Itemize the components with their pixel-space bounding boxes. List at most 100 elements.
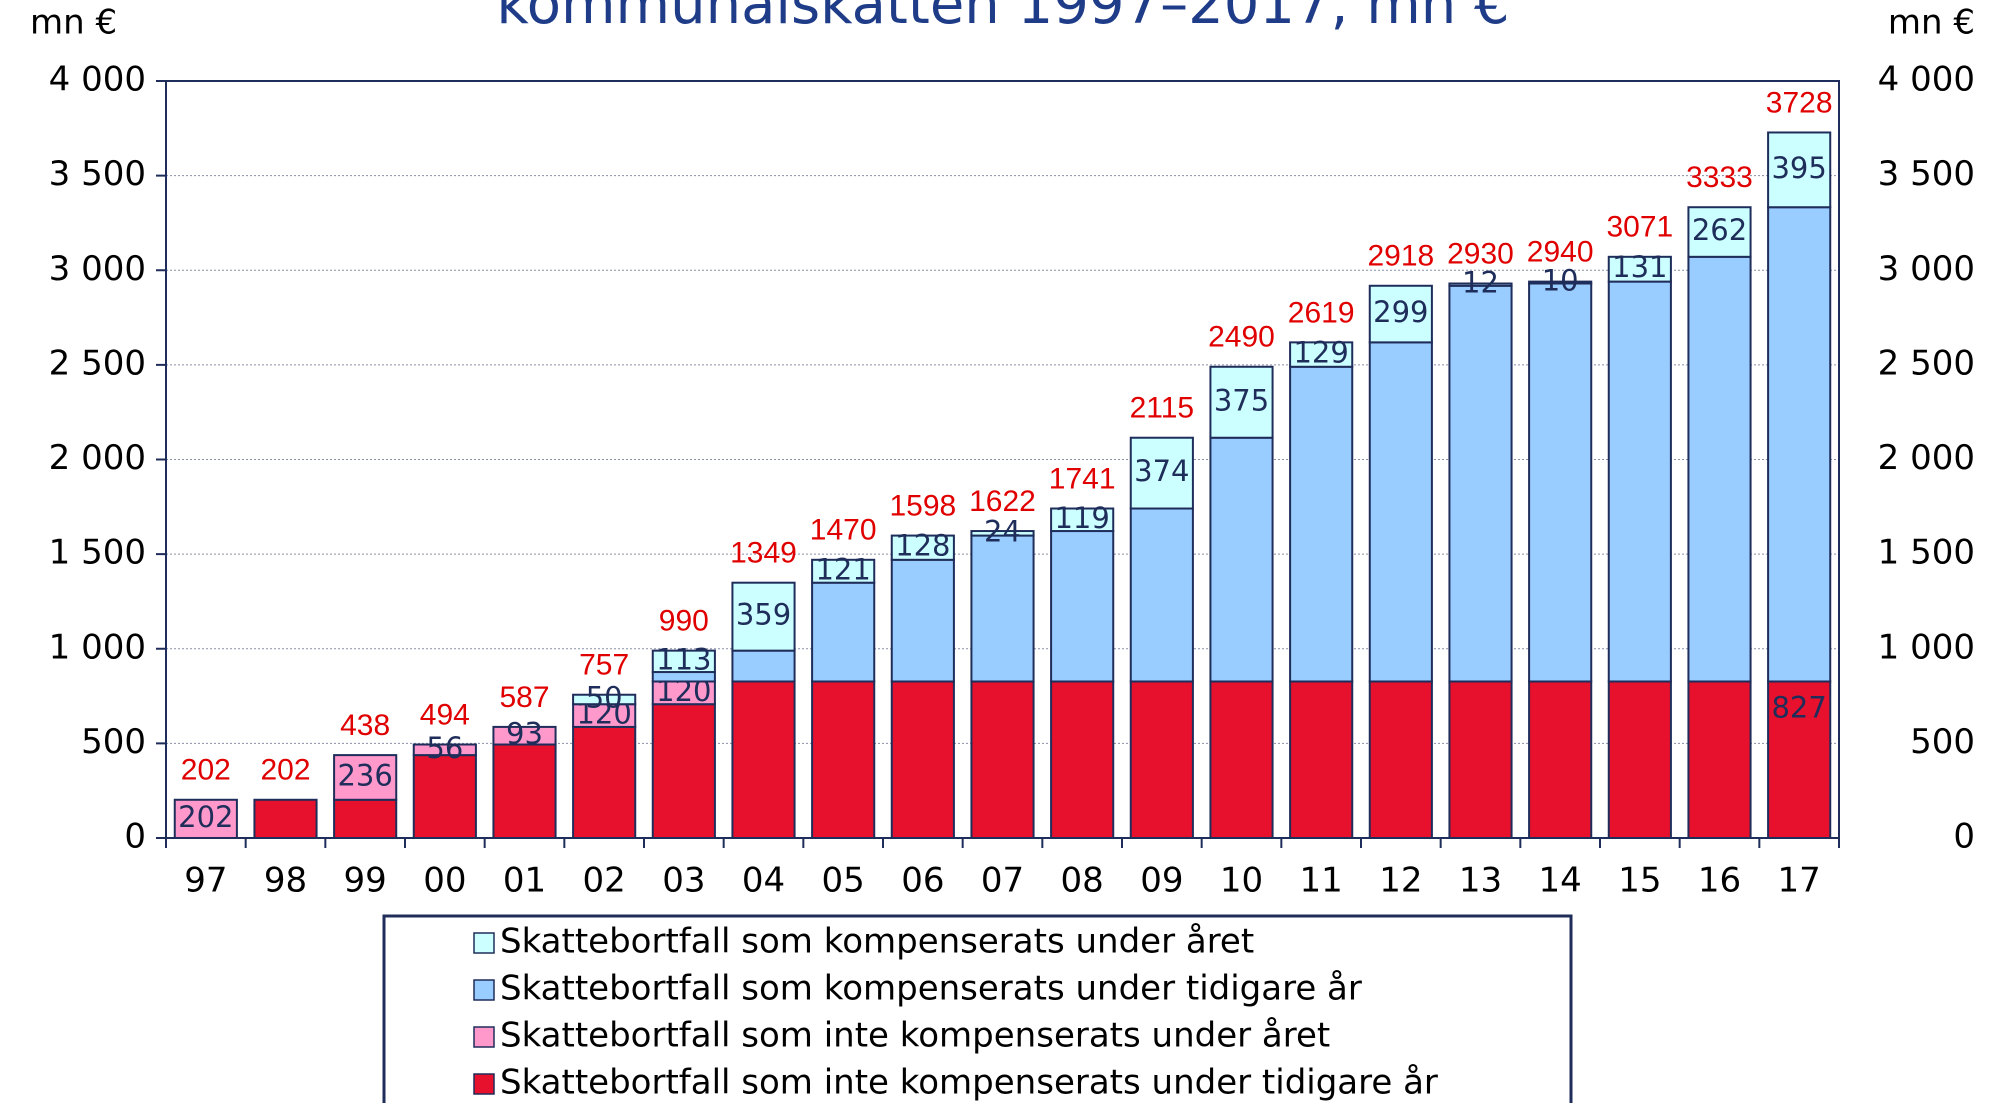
bar-segment xyxy=(1129,436,1194,510)
bar-segment xyxy=(1209,436,1274,683)
bar-segment xyxy=(651,703,716,839)
bar-segment xyxy=(412,754,477,840)
segment-label: 131 xyxy=(1612,250,1667,284)
y2-tick-label: 3 500 xyxy=(1878,154,1975,194)
plot-frame xyxy=(165,80,1840,839)
y2-tick-label: 1 000 xyxy=(1878,627,1975,667)
segment-label: 827 xyxy=(1771,690,1826,724)
bar-segment xyxy=(1050,530,1115,683)
y2-tick-label: 0 xyxy=(1953,817,1975,857)
segment-label: 262 xyxy=(1692,213,1747,247)
total-label: 1622 xyxy=(969,485,1036,518)
bar-segment xyxy=(1607,280,1672,683)
x-tick-label: 03 xyxy=(662,861,705,901)
total-label: 587 xyxy=(499,681,549,714)
bar-segment xyxy=(1209,365,1274,439)
bar-segment xyxy=(492,743,557,839)
y2-axis-label: mn € xyxy=(1888,3,1975,43)
x-tick-label: 10 xyxy=(1220,861,1263,901)
bar-segment xyxy=(731,649,796,683)
bar-segment xyxy=(970,530,1035,537)
total-label: 3333 xyxy=(1686,161,1753,194)
total-label: 1598 xyxy=(889,490,956,523)
bar-segment xyxy=(1448,282,1513,287)
total-label: 438 xyxy=(340,709,390,742)
bar-segment xyxy=(1368,680,1433,839)
chart-title: kommunalskatten 1997–2017, mn € xyxy=(496,0,1509,37)
bar-segment xyxy=(1528,282,1593,683)
total-label: 2930 xyxy=(1447,237,1514,270)
y-axis-label: mn € xyxy=(30,3,117,43)
bar-segment xyxy=(731,680,796,839)
x-tick-label: 06 xyxy=(901,861,944,901)
total-label: 494 xyxy=(420,698,470,731)
bar-segment xyxy=(333,754,398,801)
y-tick-label: 2 500 xyxy=(49,343,146,383)
bar-segment xyxy=(572,693,637,706)
bar-segment xyxy=(1607,255,1672,283)
bar-segment xyxy=(333,798,398,839)
legend-box xyxy=(382,914,1573,1103)
bar-segment xyxy=(1289,341,1354,368)
segment-label: 395 xyxy=(1771,151,1826,185)
bar-segment xyxy=(1368,341,1433,683)
segment-label: 236 xyxy=(337,758,392,792)
y-tick-label: 4 000 xyxy=(49,60,146,100)
legend-label: Skattebortfall som kompenserats under ti… xyxy=(500,969,1362,1009)
segment-label: 299 xyxy=(1373,295,1428,329)
y2-tick-label: 4 000 xyxy=(1878,60,1975,100)
x-tick-label: 15 xyxy=(1618,861,1661,901)
y2-tick-label: 2 000 xyxy=(1878,438,1975,478)
x-tick-label: 97 xyxy=(184,861,227,901)
bar-segment xyxy=(1129,680,1194,839)
x-tick-label: 17 xyxy=(1778,861,1821,901)
total-label: 1349 xyxy=(730,537,797,570)
segment-label: 375 xyxy=(1214,383,1269,417)
bar-segment xyxy=(811,581,876,683)
segment-label: 10 xyxy=(1542,264,1579,298)
total-label: 2940 xyxy=(1527,236,1594,269)
segment-label: 93 xyxy=(506,717,543,751)
legend-swatch xyxy=(473,1026,495,1048)
total-label: 1741 xyxy=(1049,462,1116,495)
y-tick-label: 3 000 xyxy=(49,249,146,289)
total-label: 2619 xyxy=(1288,296,1355,329)
y-tick-label: 500 xyxy=(81,722,146,762)
bar-segment xyxy=(651,649,716,674)
segment-label: 121 xyxy=(815,552,870,586)
bar-segment xyxy=(1687,206,1752,258)
legend-label: Skattebortfall som kompenserats under år… xyxy=(500,922,1254,962)
bar-segment xyxy=(1767,680,1832,839)
x-tick-label: 99 xyxy=(344,861,387,901)
y2-tick-label: 2 500 xyxy=(1878,343,1975,383)
bar-segment xyxy=(1607,680,1672,839)
bar-segment xyxy=(1528,280,1593,285)
bar-segment xyxy=(1448,680,1513,839)
y-tick-label: 3 500 xyxy=(49,154,146,194)
bar-segment xyxy=(1767,131,1832,209)
total-label: 202 xyxy=(181,754,231,787)
bar-segment xyxy=(1368,284,1433,344)
total-label: 3728 xyxy=(1766,86,1833,119)
y-tick-label: 2 000 xyxy=(49,438,146,478)
segment-label: 359 xyxy=(736,598,791,632)
bar-segment xyxy=(253,798,318,839)
y2-tick-label: 1 500 xyxy=(1878,533,1975,573)
segment-label: 12 xyxy=(1462,266,1499,300)
bar-segment xyxy=(1209,680,1274,839)
legend-swatch xyxy=(473,1073,495,1095)
segment-label: 129 xyxy=(1293,336,1348,370)
x-tick-label: 02 xyxy=(583,861,626,901)
x-tick-label: 14 xyxy=(1539,861,1582,901)
legend-label: Skattebortfall som inte kompenserats und… xyxy=(500,1016,1330,1056)
bar-segment xyxy=(492,725,557,746)
legend-swatch xyxy=(473,932,495,954)
bar-segment xyxy=(1129,507,1194,683)
total-label: 990 xyxy=(659,605,709,638)
bar-segment xyxy=(1289,365,1354,683)
legend-swatch xyxy=(473,979,495,1001)
segment-label: 50 xyxy=(586,680,623,714)
bar-segment xyxy=(1528,680,1593,839)
bar-segment xyxy=(173,798,238,839)
